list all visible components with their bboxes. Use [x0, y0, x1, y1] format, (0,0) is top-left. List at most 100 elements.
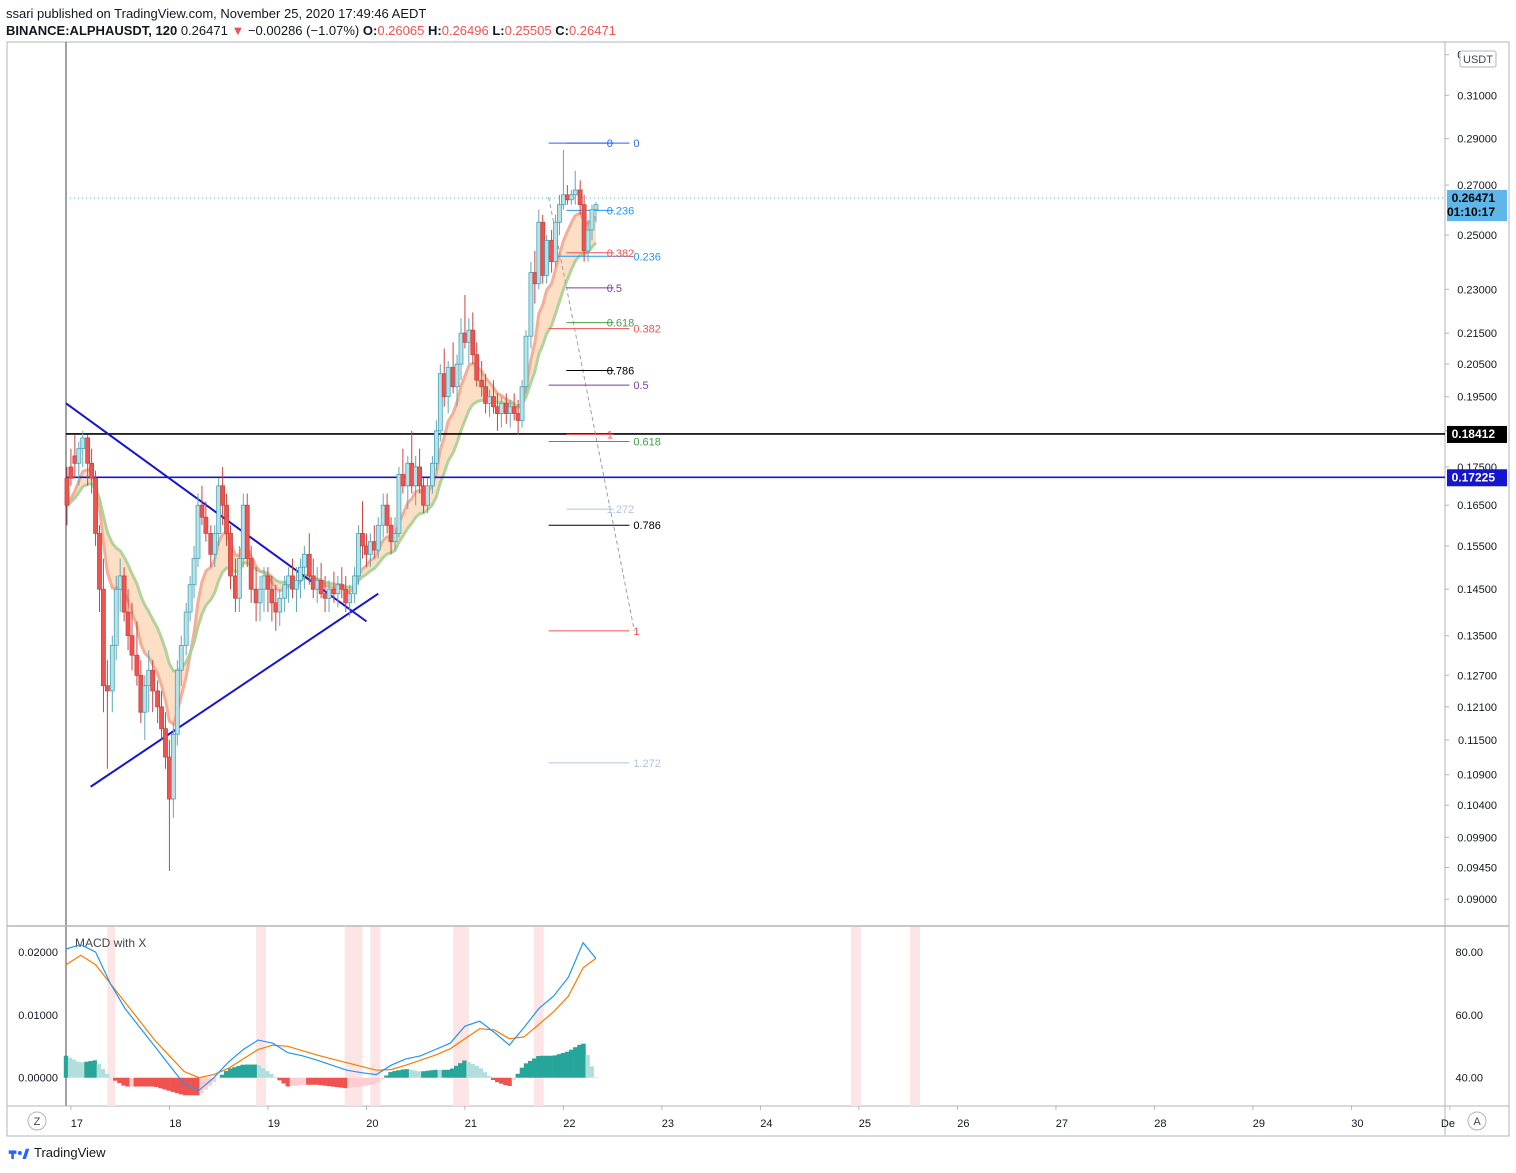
price-label-box[interactable]: [1447, 425, 1507, 443]
candle[interactable]: [396, 466, 402, 538]
candle[interactable]: [286, 567, 292, 603]
candle[interactable]: [195, 493, 201, 568]
candle[interactable]: [532, 250, 538, 304]
price-label-box[interactable]: [1447, 204, 1507, 222]
candle[interactable]: [360, 501, 365, 559]
candle[interactable]: [593, 202, 599, 223]
candle[interactable]: [314, 567, 320, 603]
candle[interactable]: [64, 466, 70, 526]
candle[interactable]: [273, 584, 279, 631]
candle[interactable]: [589, 204, 595, 241]
candle[interactable]: [356, 525, 361, 585]
candle[interactable]: [466, 318, 472, 365]
candle[interactable]: [199, 485, 205, 526]
candle[interactable]: [298, 558, 303, 599]
candle[interactable]: [400, 448, 406, 494]
price-axis[interactable]: 0.330000.310000.290000.270000.250000.230…: [1445, 50, 1507, 907]
candle[interactable]: [430, 455, 435, 494]
candle[interactable]: [454, 354, 460, 407]
candle[interactable]: [183, 602, 189, 656]
candle[interactable]: [519, 380, 525, 428]
candle[interactable]: [150, 660, 156, 713]
candle[interactable]: [301, 545, 307, 590]
candle[interactable]: [409, 430, 415, 494]
candle[interactable]: [159, 690, 164, 740]
candle[interactable]: [142, 675, 148, 740]
candle[interactable]: [536, 209, 542, 290]
candle[interactable]: [80, 430, 86, 467]
candle[interactable]: [178, 635, 184, 686]
candle[interactable]: [392, 517, 398, 551]
candle[interactable]: [498, 396, 504, 428]
candle[interactable]: [109, 635, 115, 713]
time-axis[interactable]: 17 18 19 20 21 22 23 24 25 26 27 28 29 30 De Z A: [27, 1106, 1487, 1131]
price-pane[interactable]: 00.2360.3820.50.6180.78611.27200.2360.38…: [64, 138, 1445, 871]
candle[interactable]: [458, 318, 464, 381]
candle[interactable]: [433, 420, 439, 471]
candle[interactable]: [248, 545, 254, 603]
candle[interactable]: [310, 558, 316, 599]
candle[interactable]: [450, 342, 456, 394]
signal-line[interactable]: [65, 954, 597, 1079]
candle[interactable]: [244, 493, 250, 568]
chart-canvas[interactable]: 00.2360.3820.50.6180.78611.27200.2360.38…: [0, 0, 1516, 1140]
candle[interactable]: [203, 501, 209, 542]
candle[interactable]: [228, 525, 233, 590]
candle[interactable]: [72, 434, 78, 479]
candle[interactable]: [483, 373, 489, 414]
candle[interactable]: [306, 533, 312, 585]
tradingview-logo[interactable]: TradingView: [8, 1145, 106, 1160]
symbol-name[interactable]: BINANCE:ALPHAUSDT, 120: [6, 23, 178, 38]
candle[interactable]: [384, 493, 390, 534]
candle[interactable]: [220, 466, 226, 526]
candle[interactable]: [85, 434, 91, 486]
candle[interactable]: [577, 180, 583, 215]
candle[interactable]: [290, 558, 295, 599]
candle[interactable]: [561, 149, 566, 210]
price-label-box[interactable]: [1447, 469, 1507, 487]
trendline-2[interactable]: [548, 197, 635, 631]
candle[interactable]: [568, 189, 574, 205]
candle[interactable]: [347, 584, 353, 617]
candle[interactable]: [68, 448, 74, 486]
candle[interactable]: [523, 330, 529, 394]
candle[interactable]: [339, 567, 345, 599]
candle[interactable]: [113, 575, 119, 661]
candle[interactable]: [212, 525, 218, 568]
candle[interactable]: [581, 194, 587, 262]
candle[interactable]: [101, 558, 106, 713]
candle[interactable]: [240, 493, 246, 568]
candle[interactable]: [445, 360, 451, 414]
candle[interactable]: [155, 680, 161, 724]
candle[interactable]: [187, 575, 193, 622]
currency-box[interactable]: [1459, 50, 1497, 68]
candle[interactable]: [89, 448, 95, 494]
candle[interactable]: [76, 441, 82, 486]
candle[interactable]: [540, 214, 546, 284]
candle[interactable]: [441, 348, 447, 407]
candle[interactable]: [253, 567, 259, 622]
candle[interactable]: [511, 393, 517, 421]
candle[interactable]: [474, 342, 480, 387]
candle[interactable]: [216, 478, 222, 546]
candle[interactable]: [479, 360, 485, 397]
candle[interactable]: [269, 575, 275, 622]
candle[interactable]: [380, 493, 386, 538]
macd-line[interactable]: [65, 941, 597, 1091]
candle[interactable]: [425, 478, 430, 514]
macd-pane[interactable]: MACD with X 0.02000 0.01000 0.00000 80.00 60.…: [18, 927, 1483, 1106]
candle[interactable]: [138, 660, 144, 724]
candle[interactable]: [257, 575, 263, 622]
candle[interactable]: [557, 194, 562, 236]
candle[interactable]: [191, 545, 197, 599]
candle[interactable]: [208, 525, 214, 568]
price-label-box[interactable]: [1447, 189, 1507, 207]
candle[interactable]: [121, 567, 127, 622]
candle[interactable]: [236, 545, 242, 613]
candle[interactable]: [277, 589, 283, 627]
candle[interactable]: [318, 562, 324, 599]
candle[interactable]: [174, 660, 180, 746]
candle[interactable]: [564, 185, 570, 205]
candle[interactable]: [224, 493, 229, 546]
candle[interactable]: [544, 235, 550, 284]
